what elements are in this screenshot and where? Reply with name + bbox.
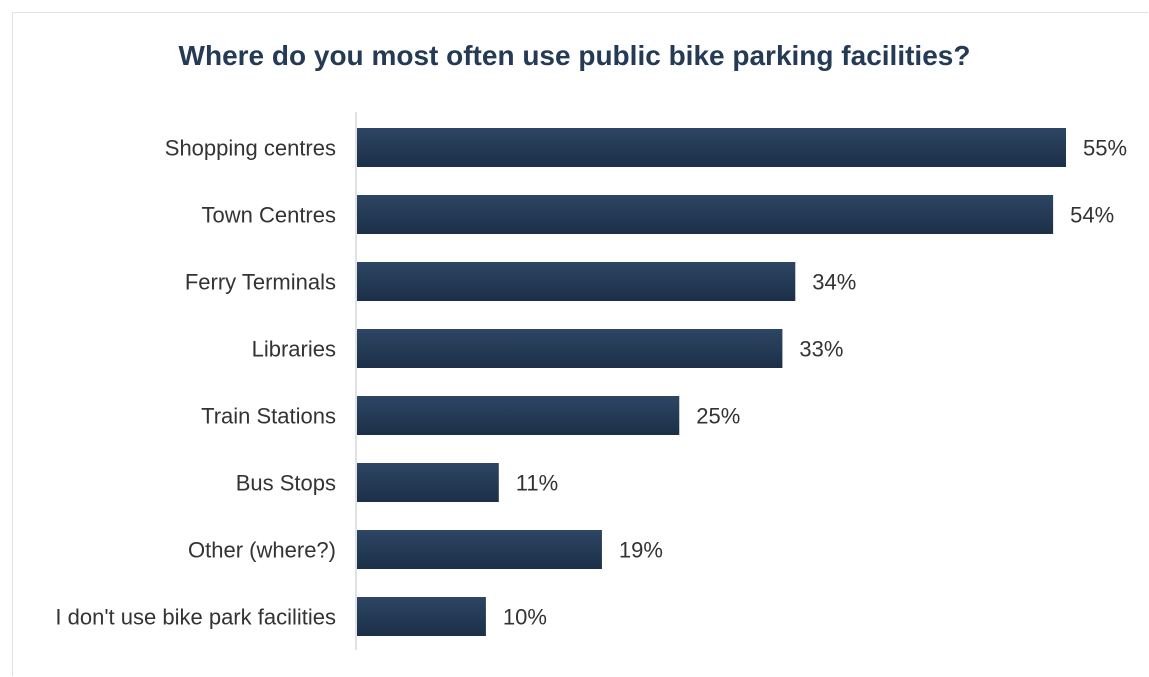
bar-5 <box>357 463 499 502</box>
bar-4 <box>357 396 680 435</box>
category-label: Town Centres <box>201 203 336 228</box>
bar-0 <box>357 128 1066 167</box>
bar-2 <box>357 262 796 301</box>
data-label: 34% <box>812 270 856 295</box>
data-label: 10% <box>503 605 547 630</box>
category-label: I don't use bike park facilities <box>55 605 336 630</box>
category-label: Ferry Terminals <box>185 270 336 295</box>
bar-6 <box>357 530 602 569</box>
data-label: 25% <box>696 404 740 429</box>
data-label: 11% <box>516 471 558 496</box>
bar-1 <box>357 195 1054 234</box>
data-label: 54% <box>1070 203 1114 228</box>
data-label: 33% <box>799 337 843 362</box>
bar-7 <box>357 597 486 636</box>
bar-3 <box>357 329 783 368</box>
category-label: Other (where?) <box>188 538 336 563</box>
data-label: 55% <box>1083 136 1127 161</box>
category-label: Shopping centres <box>165 136 336 161</box>
data-label: 19% <box>619 538 663 563</box>
category-label: Train Stations <box>201 404 336 429</box>
category-label: Bus Stops <box>236 471 336 496</box>
category-label: Libraries <box>252 337 336 362</box>
chart-title: Where do you most often use public bike … <box>178 40 971 71</box>
chart-frame <box>12 12 1148 676</box>
